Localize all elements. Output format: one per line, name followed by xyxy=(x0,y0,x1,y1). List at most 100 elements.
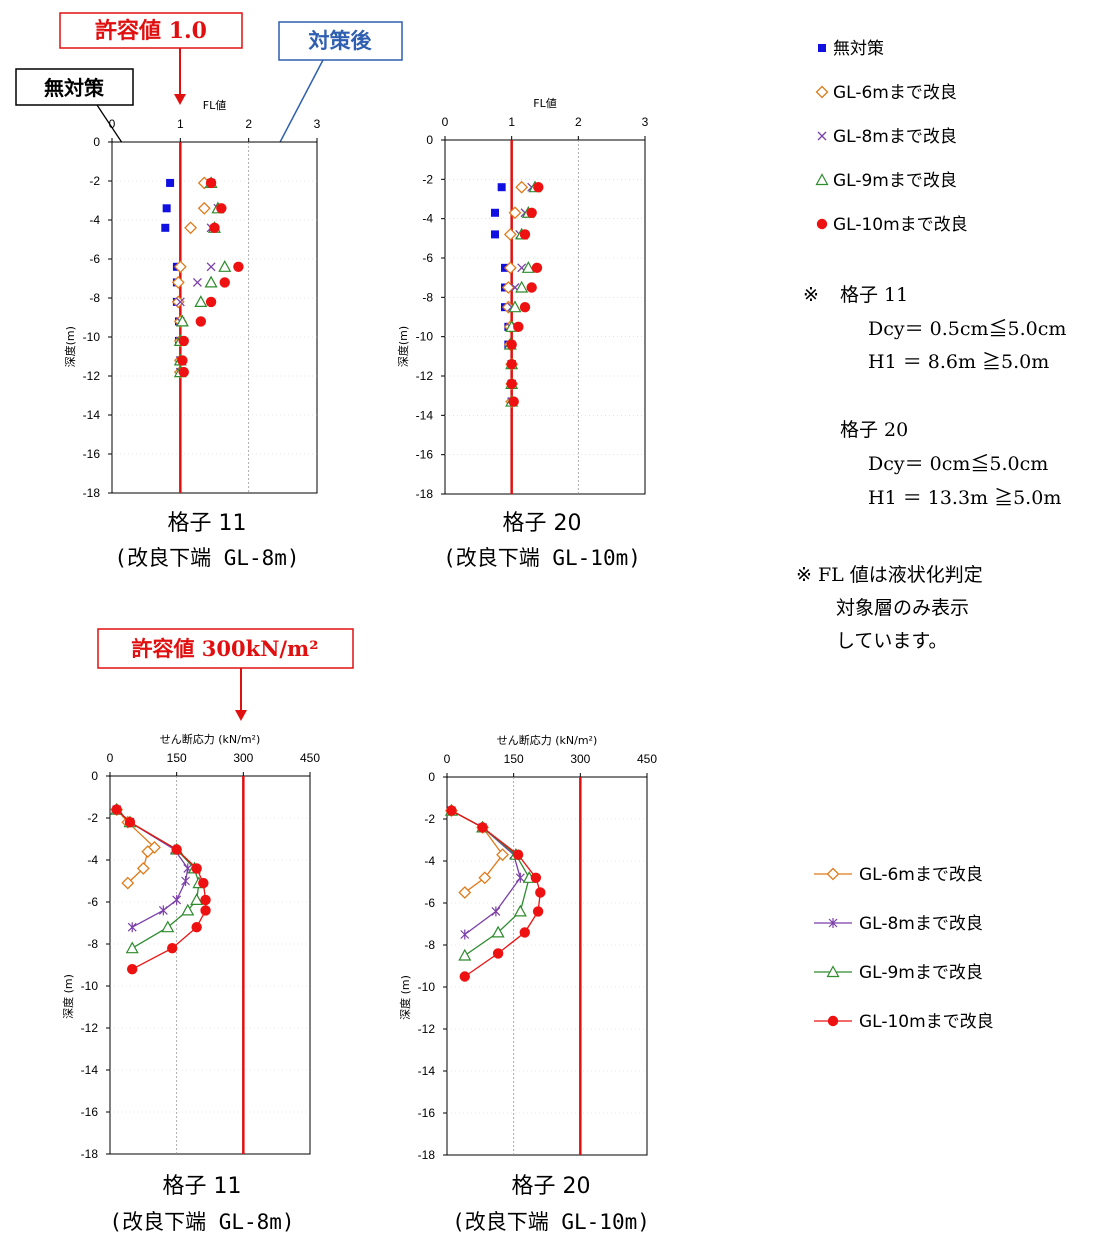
note1-line1: Dcy＝ 0.5cm≦5.0cm xyxy=(868,318,1066,340)
data-point xyxy=(533,182,544,193)
data-point xyxy=(508,206,522,220)
data-point xyxy=(526,282,537,293)
data-point xyxy=(446,805,457,816)
y-tick-label: 0 xyxy=(93,135,100,149)
data-point xyxy=(512,849,524,860)
legend-marker-gl6 xyxy=(815,85,829,99)
y-tick-label: -8 xyxy=(422,290,433,304)
y-tick-label: -8 xyxy=(424,938,435,952)
mutaisaku-callout: 無対策 xyxy=(15,68,167,211)
y-tick-label: 0 xyxy=(91,769,98,783)
legend-label-gl9: GL-9mまで改良 xyxy=(833,171,957,191)
data-point xyxy=(191,863,202,874)
sh20-caption-line2: (改良下端 GL-10m) xyxy=(452,1210,650,1234)
note1-line3: Dcy＝ 0cm≦5.0cm xyxy=(868,453,1048,475)
data-point xyxy=(515,180,529,194)
legend-marker-gl9 xyxy=(826,965,840,978)
data-point xyxy=(218,260,232,272)
note2-line3: しています。 xyxy=(836,630,948,652)
y-tick-label: 0 xyxy=(426,133,433,147)
y-tick-label: -14 xyxy=(83,408,101,422)
legend-shear: GL-6mまで改良 GL-8mまで改良 GL-9mまで改良 GL-10mまで改良 xyxy=(814,865,994,1032)
y-tick-label: -4 xyxy=(87,853,98,867)
y-axis-title: 深度 (m) xyxy=(61,974,75,1019)
note2-line1: ※ FL 値は液状化判定 xyxy=(796,564,983,586)
y-axis-title: 深度 (m) xyxy=(398,975,412,1020)
data-point xyxy=(506,378,517,390)
data-point xyxy=(530,872,542,883)
data-point xyxy=(519,301,531,313)
data-point xyxy=(506,359,517,370)
fl11-caption-line1: 格子 11 xyxy=(168,511,247,536)
data-point xyxy=(191,922,202,933)
legend-label-none: 無対策 xyxy=(833,39,884,59)
legend-label-gl6: GL-6mまで改良 xyxy=(859,865,983,885)
sh11-caption-line1: 格子 11 xyxy=(163,1174,242,1199)
note1-title: 格子 11 xyxy=(840,284,908,306)
data-point xyxy=(148,840,161,854)
y-tick-label: -18 xyxy=(418,1148,436,1162)
y-tick-label: -6 xyxy=(87,895,98,909)
x-tick-label: 150 xyxy=(504,752,524,766)
data-point xyxy=(197,201,211,215)
x-tick-label: 1 xyxy=(177,117,184,131)
y-tick-label: -10 xyxy=(418,980,436,994)
data-point xyxy=(192,277,202,287)
data-point xyxy=(198,877,209,889)
data-point xyxy=(519,229,531,240)
data-point xyxy=(181,903,195,916)
data-point xyxy=(181,876,190,886)
notes-panel: ※ 格子 11 Dcy＝ 0.5cm≦5.0cm H1 ＝ 8.6m ≧5.0m… xyxy=(796,284,1066,652)
data-point xyxy=(491,925,505,938)
data-point xyxy=(513,904,527,917)
data-point xyxy=(216,203,227,214)
data-point xyxy=(200,905,211,916)
y-tick-label: -6 xyxy=(89,252,100,266)
data-point xyxy=(173,260,187,274)
data-point xyxy=(501,281,515,294)
y-tick-label: 0 xyxy=(428,770,435,784)
plot-area xyxy=(446,776,648,1156)
x-axis-title: せん断応力 (kN/m²) xyxy=(497,733,598,747)
data-point xyxy=(460,929,470,940)
data-point xyxy=(205,177,217,189)
data-point xyxy=(178,335,189,347)
data-point xyxy=(219,277,230,288)
data-point xyxy=(503,227,517,241)
y-tick-label: -14 xyxy=(81,1063,99,1077)
data-point xyxy=(171,275,185,289)
data-point xyxy=(167,943,178,954)
data-point xyxy=(519,927,530,938)
data-point xyxy=(205,296,217,308)
y-tick-label: -18 xyxy=(416,487,434,501)
data-point xyxy=(127,922,137,933)
data-point xyxy=(162,204,171,213)
data-point xyxy=(178,366,189,378)
data-point xyxy=(492,948,504,959)
legend-marker-gl6 xyxy=(826,867,840,881)
y-tick-label: -12 xyxy=(83,369,101,383)
y-tick-label: -4 xyxy=(424,854,435,868)
legend-marker-none xyxy=(818,44,826,52)
plot-area xyxy=(109,775,311,1155)
data-point xyxy=(190,893,204,905)
x-tick-label: 450 xyxy=(637,752,657,766)
note1-line2: H1 ＝ 8.6m ≧5.0m xyxy=(868,351,1049,373)
fl20-caption-line1: 格子 20 xyxy=(503,511,582,536)
plot-area xyxy=(444,139,646,495)
y-tick-label: -16 xyxy=(418,1106,436,1120)
data-point xyxy=(209,222,220,233)
data-point xyxy=(161,223,170,232)
note1-line4: H1 ＝ 13.3m ≧5.0m xyxy=(868,487,1061,509)
legend-marker-gl9 xyxy=(815,173,829,186)
y-tick-label: -18 xyxy=(83,486,101,500)
mutaisaku-label: 無対策 xyxy=(44,76,105,100)
data-point xyxy=(459,971,470,982)
y-tick-label: -10 xyxy=(83,330,101,344)
y-tick-label: -12 xyxy=(81,1021,99,1035)
data-point xyxy=(508,300,522,313)
y-tick-label: -16 xyxy=(81,1105,99,1119)
